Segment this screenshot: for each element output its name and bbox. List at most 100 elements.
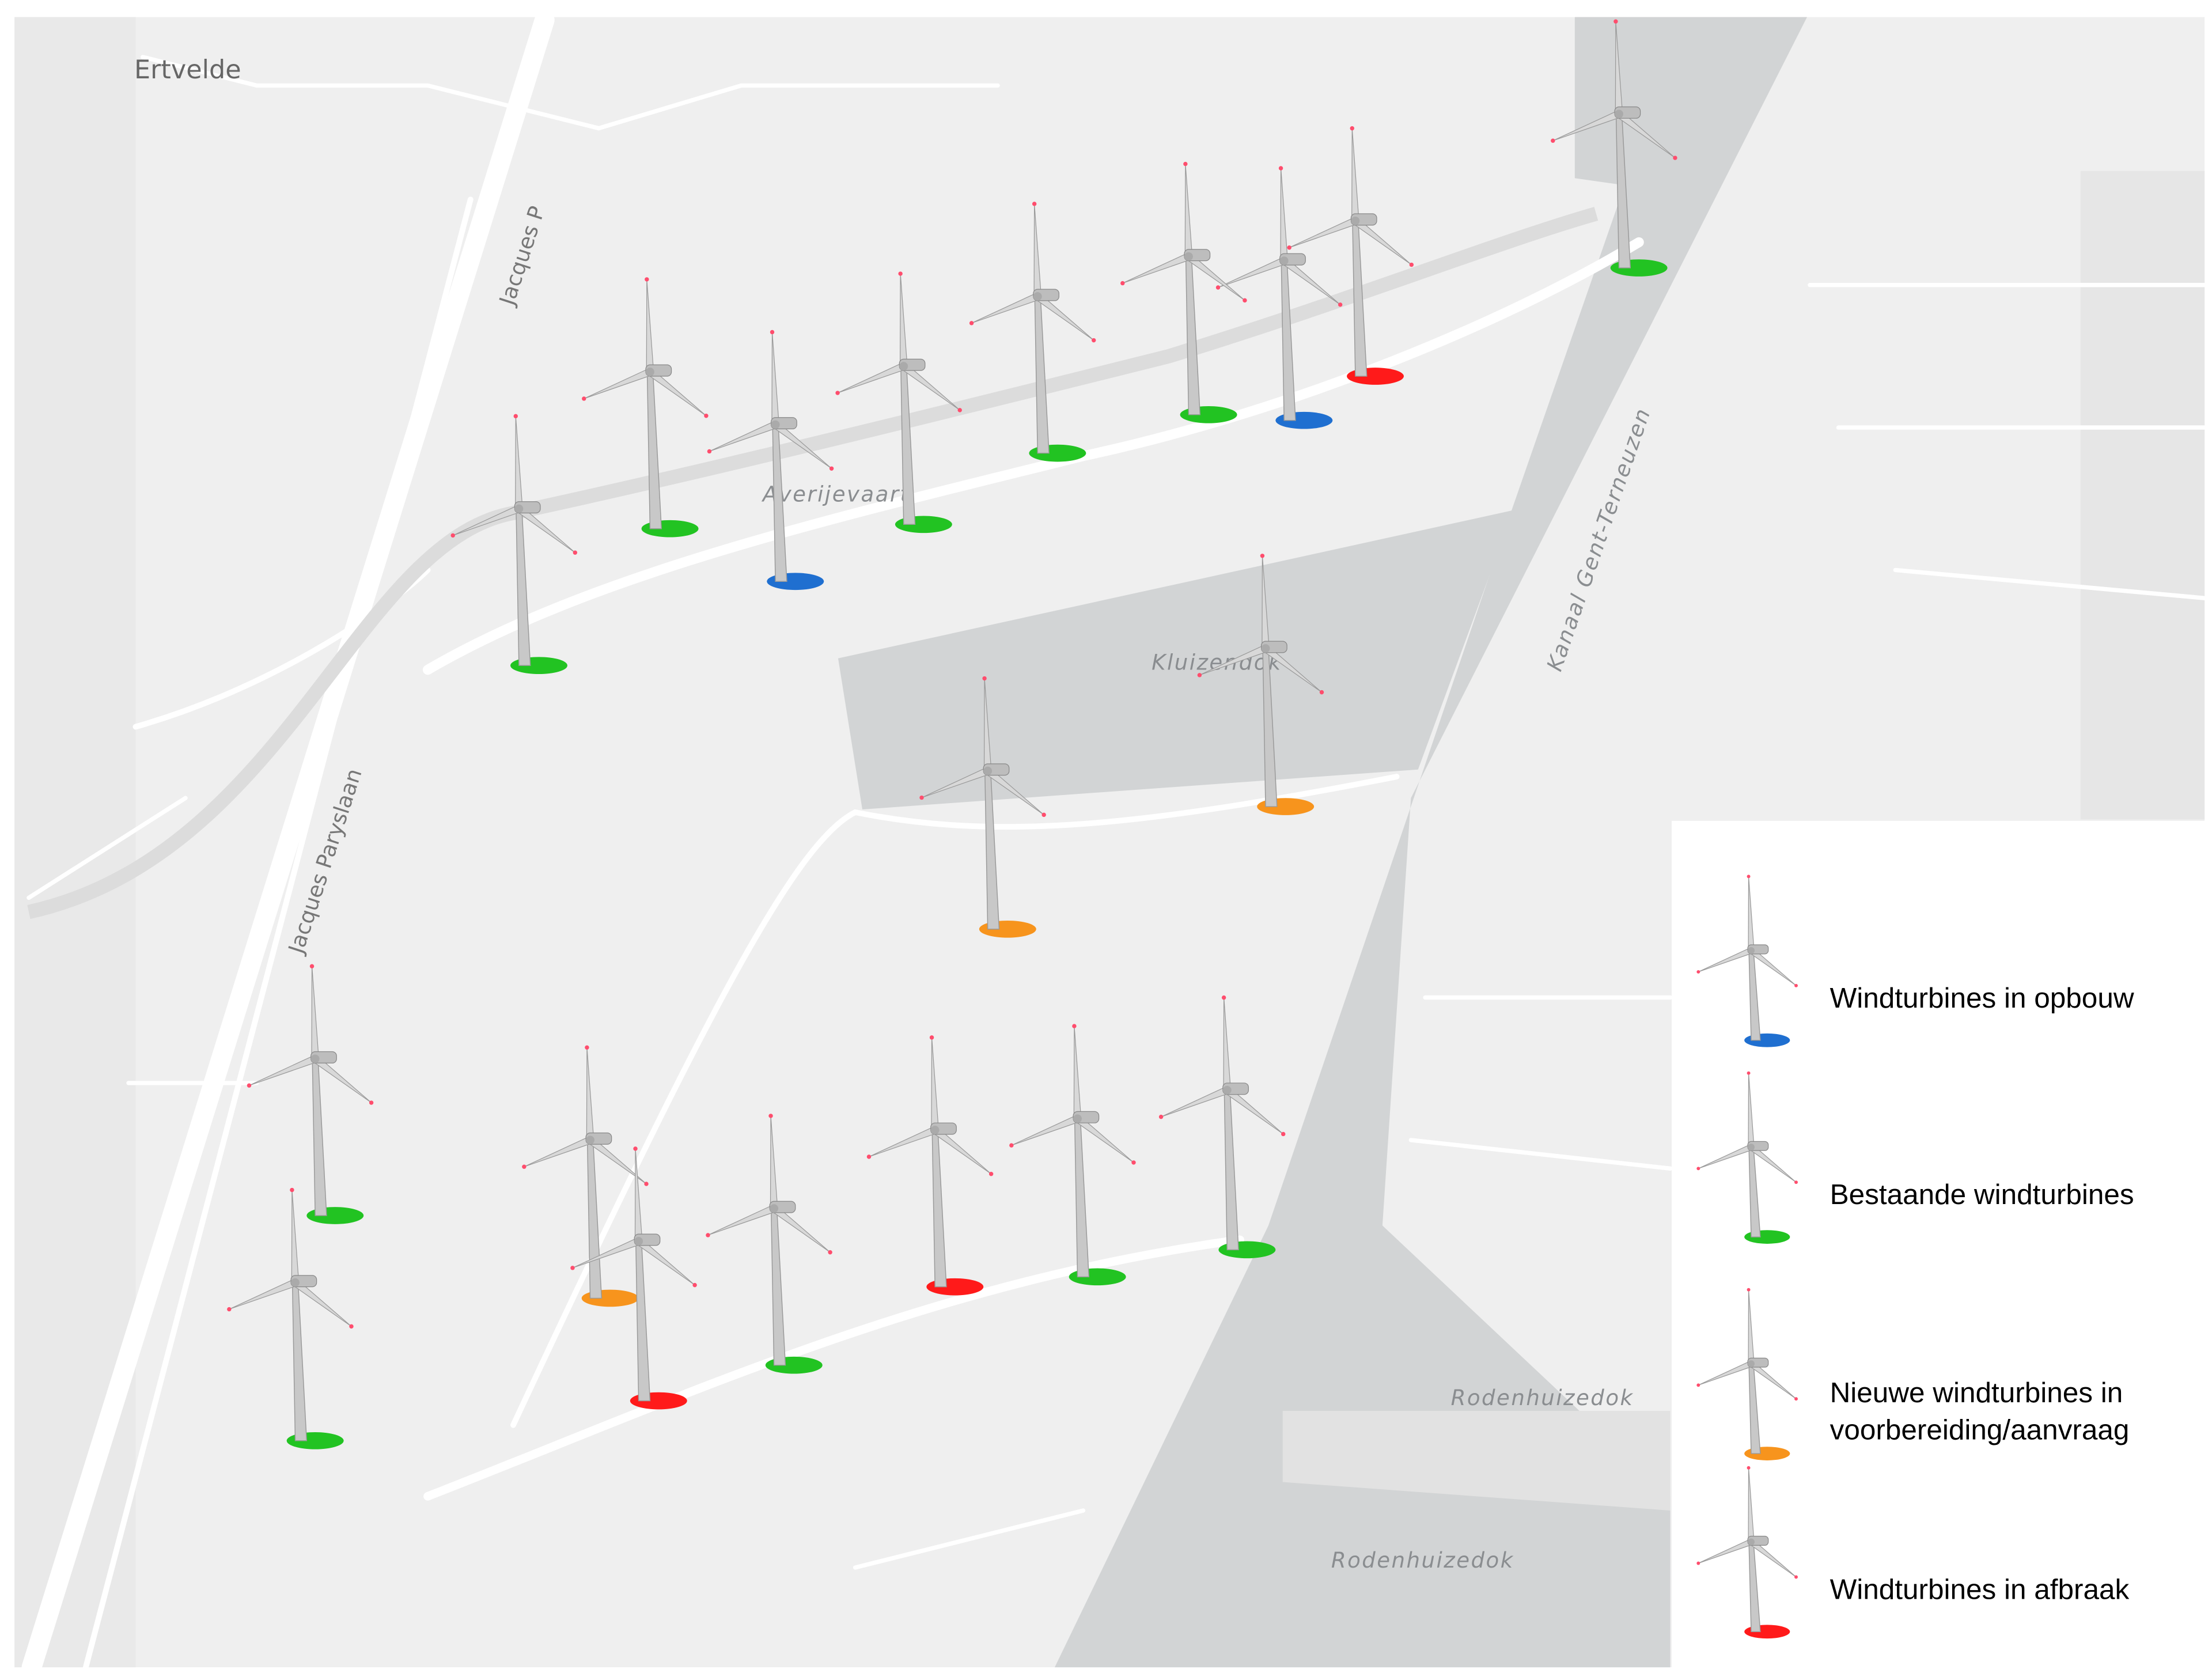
blade-tip	[707, 449, 712, 454]
road	[510, 774, 1400, 1428]
blade-tip	[369, 1100, 374, 1105]
blade-tip	[1747, 875, 1751, 879]
turbine-hub	[1748, 1538, 1755, 1546]
wind-turbine	[227, 1187, 354, 1449]
blade-tip	[835, 391, 840, 395]
quay	[1282, 1410, 1671, 1511]
road	[82, 196, 474, 1671]
blade-tip	[1243, 298, 1247, 303]
blade-tip	[692, 1282, 697, 1288]
blade-tip	[1072, 1024, 1077, 1028]
blade-tip	[1158, 1114, 1164, 1119]
wind-turbine	[1120, 161, 1247, 423]
legend-label: Windturbines in afbraak	[1830, 1573, 2130, 1605]
blade-tip	[309, 964, 315, 968]
road	[21, 10, 555, 1673]
waterway-line	[27, 207, 1599, 919]
blade-tip	[1551, 138, 1555, 143]
legend: Windturbines in opbouw Bestaande windturb…	[1696, 875, 2134, 1639]
turbine-hub	[899, 362, 908, 371]
wind-turbine	[582, 277, 709, 538]
blade-tip	[828, 1250, 832, 1255]
road	[423, 1235, 1244, 1501]
turbine-hub	[1222, 1085, 1232, 1095]
turbine-hub	[586, 1135, 594, 1145]
blade-tip	[969, 321, 974, 325]
wind-turbine	[247, 964, 374, 1224]
blade-tip	[1794, 983, 1798, 987]
road	[126, 1081, 1086, 1570]
blade-tip	[227, 1307, 232, 1312]
canal	[1054, 17, 1808, 1668]
blade-tip	[829, 466, 834, 471]
blade-tip	[1221, 995, 1226, 1000]
blade-tip	[522, 1164, 527, 1169]
turbine-hub	[310, 1054, 320, 1063]
blade-tip	[247, 1083, 252, 1088]
blade-tip	[1260, 554, 1265, 558]
blade-tip	[645, 277, 649, 282]
blade-tip	[1696, 970, 1700, 974]
legend-label: Windturbines in opbouw	[1830, 982, 2134, 1014]
blade-tip	[1287, 245, 1291, 250]
road	[141, 55, 1000, 131]
blade-tip	[1696, 1561, 1700, 1565]
wind-turbine	[919, 676, 1046, 938]
turbine-hub	[646, 368, 654, 377]
map-tile	[2080, 171, 2205, 820]
blade-tip	[570, 1266, 575, 1270]
wind-turbine	[1197, 554, 1324, 815]
turbine-hub	[634, 1237, 643, 1246]
turbine-hub	[1748, 1144, 1755, 1151]
blade-tip	[290, 1187, 294, 1193]
wind-turbine	[835, 271, 962, 533]
turbine-hub	[1261, 644, 1270, 653]
blade-tip	[1696, 1383, 1700, 1387]
turbine-hub	[1073, 1114, 1082, 1123]
blade-tip	[1338, 302, 1343, 307]
blade-tip	[957, 408, 962, 412]
legend-label: Nieuwe windturbines in	[1830, 1377, 2123, 1409]
turbine-hub	[1351, 216, 1360, 225]
blade-tip	[1278, 166, 1283, 171]
waterway-label: Averijevaart	[762, 482, 910, 507]
turbine-hub	[1279, 256, 1289, 266]
blade-tip	[770, 330, 775, 335]
wind-turbine	[969, 202, 1096, 462]
blade-tip	[706, 1233, 710, 1237]
blade-tip	[1696, 1167, 1700, 1171]
blade-tip	[1319, 690, 1324, 695]
legend-box	[1672, 820, 2212, 1673]
blade-tip	[982, 676, 987, 681]
blade-tip	[929, 1035, 934, 1040]
turbine-hub	[771, 420, 780, 429]
turbine-hub	[1748, 947, 1755, 954]
blade-tip	[644, 1182, 649, 1186]
blade-tip	[1673, 156, 1677, 160]
blade-tip	[1041, 812, 1046, 817]
wind-turbine	[1696, 1071, 1798, 1244]
blade-tip	[513, 414, 518, 419]
roads	[21, 10, 2211, 1673]
wind-turbine	[1215, 166, 1343, 429]
blade-tip	[450, 533, 455, 538]
town-label: Ertvelde	[134, 55, 241, 85]
wind-turbine	[450, 414, 578, 675]
wind-turbine	[1158, 995, 1286, 1259]
road	[1408, 283, 2211, 1171]
blade-tip	[1794, 1180, 1798, 1184]
turbine-hub	[1615, 109, 1623, 119]
blade-tip	[633, 1146, 638, 1151]
blade-tip	[585, 1045, 589, 1050]
wind-turbine	[866, 1035, 994, 1296]
blade-tip	[1092, 338, 1096, 343]
blade-tip	[919, 795, 924, 800]
turbine-hub	[514, 504, 524, 513]
blade-tip	[1350, 126, 1354, 131]
wind-turbine	[1696, 1288, 1798, 1460]
blade-tip	[1131, 1160, 1136, 1165]
wind-turbine	[1551, 19, 1677, 277]
turbine-hub	[1033, 292, 1042, 301]
